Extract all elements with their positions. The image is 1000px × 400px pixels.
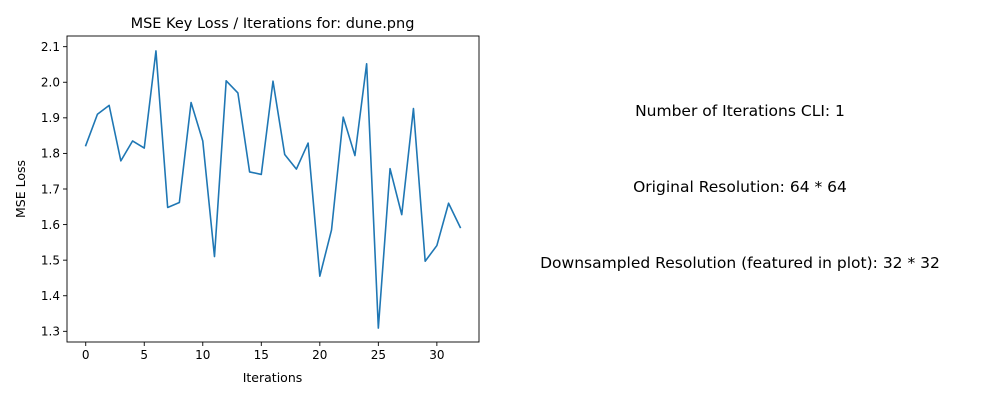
x-tick-label: 10 (195, 348, 210, 362)
y-tick-label: 2.1 (41, 40, 60, 54)
series-line (84, 50, 462, 329)
y-tick-label: 1.5 (41, 253, 60, 267)
y-tick-label: 1.7 (41, 182, 60, 196)
x-tick-label: 30 (429, 348, 444, 362)
x-tick-label: 15 (254, 348, 269, 362)
original-resolution-text: Original Resolution: 64 * 64 (633, 178, 847, 196)
y-axis-label: MSE Loss (13, 160, 28, 218)
y-tick-label: 1.6 (41, 218, 60, 232)
x-tick-label: 25 (371, 348, 386, 362)
y-tick-label: 2.0 (41, 76, 60, 90)
x-tick-label: 20 (312, 348, 327, 362)
plot-area: 0 5 10 15 20 25 30 1.3 1.4 1.5 1.6 1.7 1.8 1.9 2.0 2.1 (41, 35, 480, 362)
x-axis-label: Iterations (243, 370, 303, 385)
chart-title: MSE Key Loss / Iterations for: dune.png (131, 16, 415, 32)
downsampled-resolution-text: Downsampled Resolution (featured in plot… (540, 254, 940, 272)
x-tick-label: 5 (140, 348, 148, 362)
y-tick-label: 1.9 (41, 111, 60, 125)
y-tick-label: 1.8 (41, 147, 60, 161)
y-tick-label: 1.4 (41, 289, 60, 303)
iterations-cli-text: Number of Iterations CLI: 1 (635, 102, 845, 120)
x-tick-label: 0 (82, 348, 90, 362)
y-tick-label: 1.3 (41, 325, 60, 339)
